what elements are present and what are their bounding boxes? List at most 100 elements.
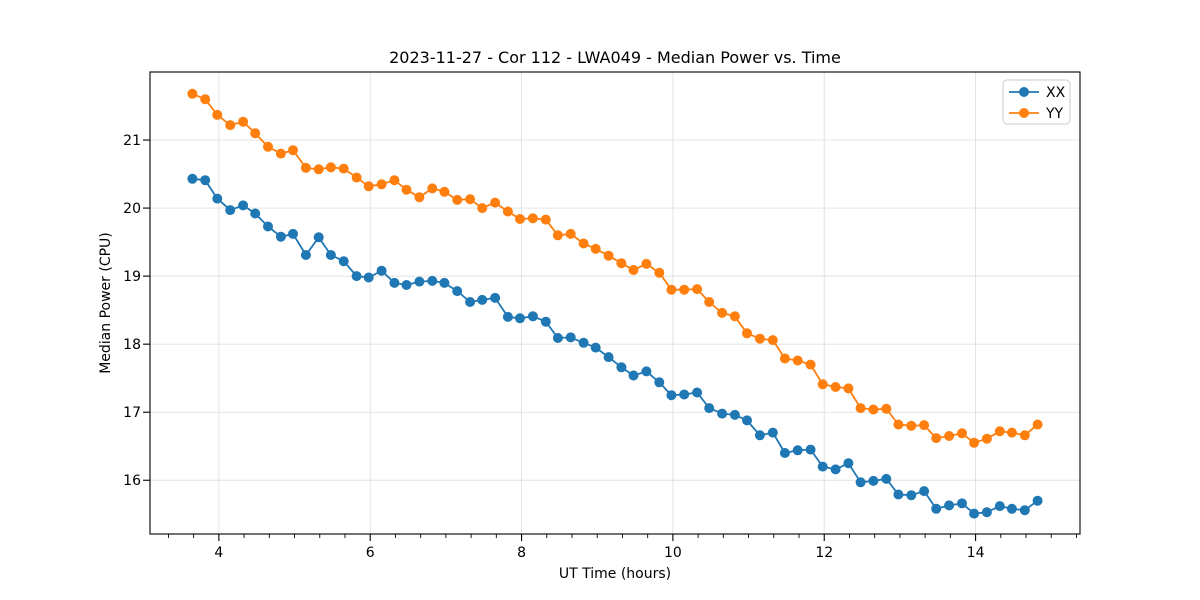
- data-point: [855, 477, 866, 488]
- x-tick-label: 8: [517, 545, 526, 561]
- data-point: [704, 297, 715, 307]
- data-point: [414, 192, 425, 203]
- data-point: [944, 431, 955, 441]
- x-tick-label: 12: [815, 545, 833, 561]
- data-point: [692, 284, 703, 295]
- grid: [150, 72, 1080, 534]
- chart-title: 2023-11-27 - Cor 112 - LWA049 - Median P…: [389, 48, 841, 67]
- data-point: [263, 221, 273, 232]
- data-point: [969, 508, 980, 519]
- data-point: [439, 186, 450, 197]
- data-point: [767, 335, 778, 346]
- data-point: [767, 427, 778, 438]
- data-point: [363, 181, 374, 192]
- data-point: [641, 258, 652, 269]
- data-point: [325, 162, 336, 173]
- data-point: [187, 88, 198, 99]
- data-point: [565, 332, 576, 343]
- data-point: [590, 243, 601, 254]
- data-point: [792, 355, 803, 366]
- data-point: [981, 433, 992, 444]
- y-axis: 16 17 18 19 20 21: [123, 133, 150, 489]
- data-point: [628, 265, 639, 275]
- data-point: [742, 415, 752, 426]
- y-tick-label: 16: [123, 473, 141, 489]
- data-point: [679, 284, 690, 295]
- data-point: [238, 200, 249, 211]
- data-point: [238, 116, 249, 127]
- series-yy: [187, 88, 1043, 448]
- data-point: [351, 172, 362, 183]
- data-point: [376, 265, 387, 276]
- data-point: [717, 408, 728, 419]
- data-point: [742, 328, 752, 339]
- data-point: [1019, 430, 1030, 441]
- data-point: [452, 194, 463, 205]
- data-point: [906, 490, 917, 501]
- data-point: [779, 353, 790, 364]
- y-tick-label: 20: [123, 201, 141, 217]
- data-point: [389, 277, 400, 288]
- data-point: [919, 486, 930, 497]
- data-point: [565, 228, 576, 239]
- data-point: [439, 277, 450, 288]
- data-point: [527, 311, 538, 322]
- legend-item-yy: YY: [1009, 106, 1064, 122]
- data-point: [654, 267, 665, 278]
- data-point: [212, 193, 223, 204]
- legend-item-xx: XX: [1009, 85, 1066, 101]
- data-point: [515, 313, 525, 324]
- data-point: [250, 128, 261, 139]
- data-point: [552, 230, 563, 241]
- plot-border: [149, 71, 1081, 535]
- data-point: [805, 444, 816, 455]
- data-point: [288, 145, 298, 156]
- data-point: [288, 228, 298, 239]
- data-point: [1019, 505, 1030, 516]
- legend-label-xx: XX: [1046, 85, 1066, 101]
- data-point: [490, 197, 501, 208]
- data-point: [540, 214, 551, 225]
- data-point: [969, 437, 980, 448]
- data-point: [212, 109, 223, 120]
- data-point: [502, 206, 513, 217]
- data-point: [754, 430, 765, 441]
- data-point: [779, 448, 790, 458]
- data-point: [843, 458, 854, 469]
- data-point: [666, 390, 677, 401]
- data-line: [192, 177, 1039, 515]
- data-point: [881, 403, 892, 414]
- y-tick-label: 17: [123, 405, 141, 421]
- data-point: [1006, 427, 1017, 438]
- data-point: [414, 276, 425, 287]
- data-point: [401, 280, 412, 290]
- x-axis: 4 6 8 10 12 14: [167, 534, 1077, 561]
- data-point: [754, 333, 765, 344]
- data-point: [893, 419, 904, 430]
- data-point: [1032, 495, 1043, 506]
- data-point: [187, 173, 198, 184]
- data-point: [313, 232, 324, 243]
- data-point: [250, 208, 261, 219]
- data-point: [994, 501, 1005, 512]
- data-point: [641, 366, 652, 377]
- data-point: [427, 183, 438, 194]
- data-point: [603, 250, 614, 261]
- data-point: [452, 286, 463, 297]
- data-point: [919, 420, 930, 431]
- data-point: [931, 433, 942, 444]
- data-point: [855, 403, 866, 414]
- data-point: [376, 179, 387, 190]
- data-point: [729, 311, 740, 322]
- x-tick-label: 14: [967, 545, 985, 561]
- y-tick-label: 18: [123, 337, 141, 353]
- data-point: [275, 231, 286, 242]
- data-point: [792, 445, 803, 456]
- data-point: [552, 333, 563, 343]
- data-point: [300, 162, 311, 173]
- data-point: [465, 297, 476, 307]
- data-point: [893, 489, 904, 500]
- y-tick-label: 21: [123, 133, 141, 149]
- data-point: [944, 500, 955, 511]
